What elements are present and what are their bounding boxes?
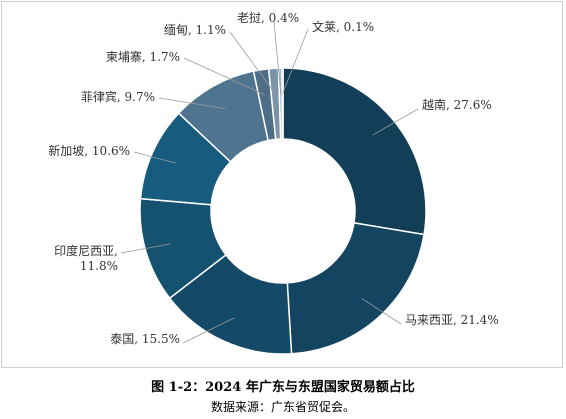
data-label-4: 新加坡, 10.6%	[48, 143, 130, 158]
data-label-5: 菲律宾, 9.7%	[81, 89, 155, 104]
slice-越南	[282, 67, 427, 236]
data-label-line: 越南, 27.6%	[422, 97, 492, 112]
leader-line-0	[372, 108, 419, 136]
figure-caption: 图 1-2：2024 年广东与东盟国家贸易额占比	[151, 380, 415, 395]
leader-line-3	[120, 243, 171, 254]
data-label-line: 新加坡, 10.6%	[48, 143, 130, 158]
leader-line-9	[282, 28, 309, 94]
data-label-0: 越南, 27.6%	[422, 97, 492, 112]
chart-frame	[1, 1, 563, 368]
slices-group	[139, 67, 427, 355]
data-label-9: 文莱, 0.1%	[312, 19, 374, 34]
data-label-line: 柬埔寨, 1.7%	[106, 49, 180, 64]
figure-source: 数据来源：广东省贸促会。	[210, 400, 355, 414]
leader-line-5	[158, 97, 226, 109]
leader-line-2	[182, 317, 235, 344]
leader-line-8	[273, 21, 282, 94]
data-label-line: 印度尼西亚,	[54, 243, 118, 258]
leader-lines-group	[120, 21, 419, 344]
data-label-line: 泰国, 15.5%	[110, 332, 180, 346]
data-label-1: 马来西亚, 21.4%	[405, 313, 499, 327]
slice-马来西亚	[286, 221, 425, 355]
slice-文莱	[281, 67, 284, 140]
leader-line-4	[133, 151, 176, 164]
data-label-line: 缅甸, 1.1%	[164, 23, 226, 37]
data-label-line: 菲律宾, 9.7%	[81, 89, 155, 104]
data-label-line: 11.8%	[80, 259, 118, 273]
leader-line-1	[361, 298, 402, 325]
data-label-6: 柬埔寨, 1.7%	[106, 49, 180, 64]
data-label-7: 缅甸, 1.1%	[164, 23, 226, 37]
leader-line-7	[229, 31, 276, 94]
data-label-3: 印度尼西亚, 11.8%	[54, 243, 118, 273]
labels-group: 越南, 27.6% 马来西亚, 21.4% 泰国, 15.5% 印度尼西亚, 11.8%…	[48, 11, 499, 346]
data-label-line: 马来西亚, 21.4%	[405, 313, 499, 327]
data-label-8: 老挝, 0.4%	[237, 11, 299, 25]
data-label-line: 文莱, 0.1%	[312, 19, 374, 34]
data-label-line: 老挝, 0.4%	[237, 11, 299, 25]
leader-line-6	[183, 57, 266, 96]
data-label-2: 泰国, 15.5%	[110, 332, 180, 346]
donut-chart: 越南, 27.6% 马来西亚, 21.4% 泰国, 15.5% 印度尼西亚, 11.8%…	[48, 11, 499, 355]
